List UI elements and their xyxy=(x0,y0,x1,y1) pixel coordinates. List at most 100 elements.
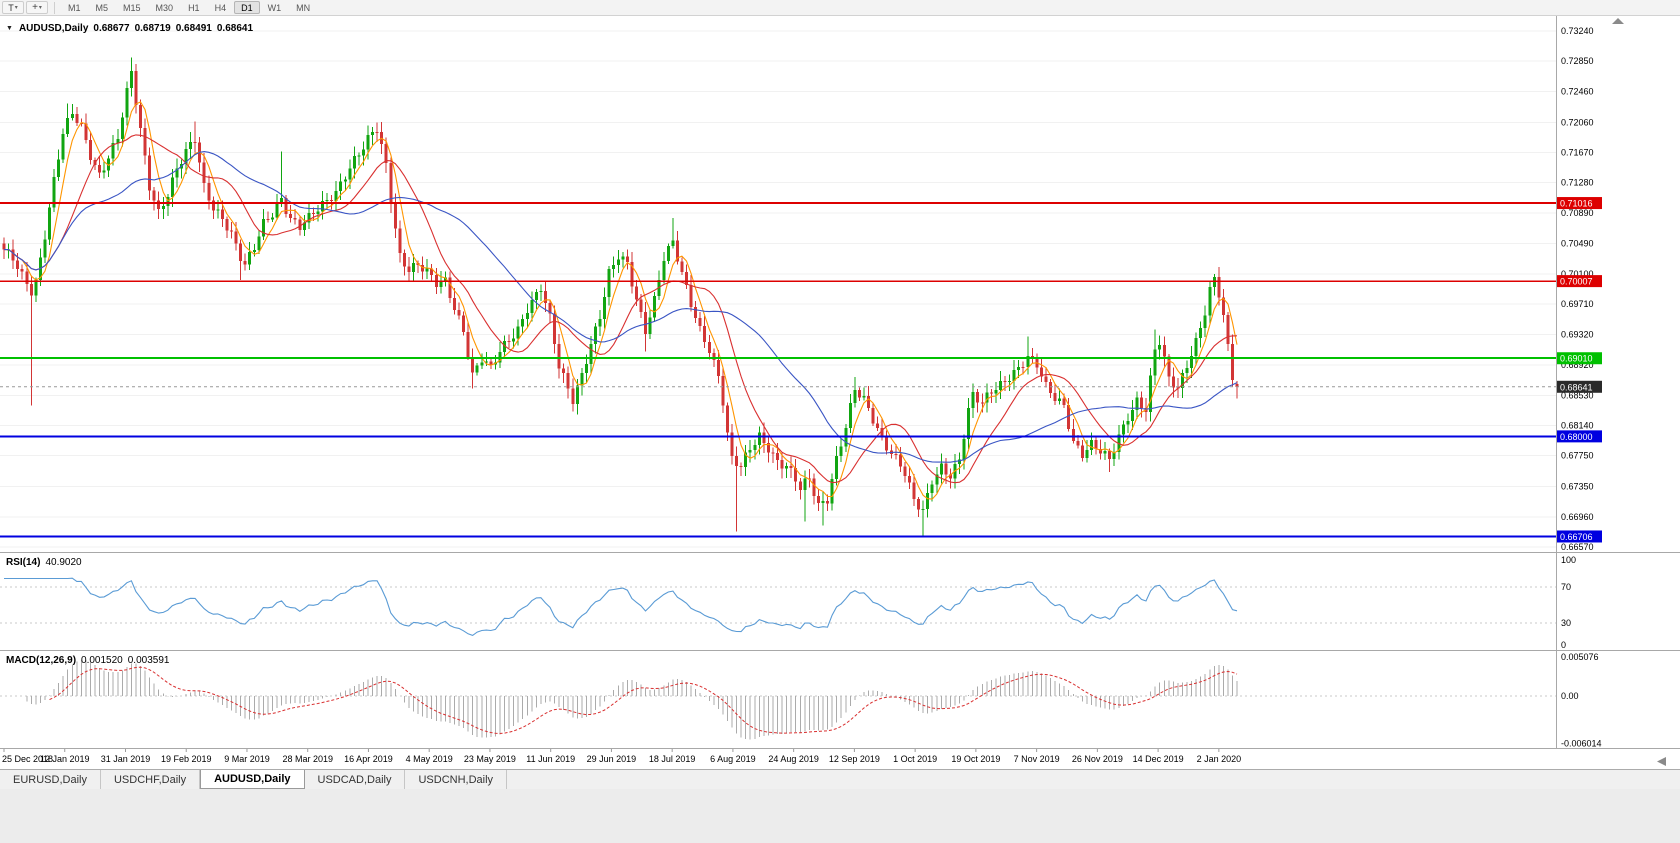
svg-text:24 Aug 2019: 24 Aug 2019 xyxy=(768,754,819,764)
svg-text:9 Mar 2019: 9 Mar 2019 xyxy=(224,754,270,764)
chart-area: 0.73240 0.72850 0.72460 0.72060 0.71670 0.712… xyxy=(0,16,1680,769)
svg-text:11 Jun 2019: 11 Jun 2019 xyxy=(526,754,575,764)
svg-text:0.68530: 0.68530 xyxy=(1561,390,1594,400)
svg-text:4 May 2019: 4 May 2019 xyxy=(406,754,453,764)
level-price-badge: 0.68000 xyxy=(1556,430,1602,443)
timeframe-h1-button[interactable]: H1 xyxy=(188,2,200,13)
svg-text:0.68000: 0.68000 xyxy=(1560,432,1593,442)
chart-background xyxy=(0,16,1680,769)
ohlc-high: 0.68719 xyxy=(134,23,171,34)
timeframe-w1-button[interactable]: W1 xyxy=(267,2,282,13)
svg-text:0.005076: 0.005076 xyxy=(1561,652,1599,662)
svg-text:16 Apr 2019: 16 Apr 2019 xyxy=(344,754,393,764)
macd-signal-line xyxy=(49,666,1238,735)
collapse-chart-icon[interactable]: ▼ xyxy=(6,25,13,32)
svg-text:70: 70 xyxy=(1561,582,1571,592)
svg-text:0.66570: 0.66570 xyxy=(1561,542,1594,552)
svg-text:14 Dec 2019: 14 Dec 2019 xyxy=(1133,754,1184,764)
rsi-axis: 100 70 30 0 xyxy=(1561,555,1576,650)
svg-text:23 May 2019: 23 May 2019 xyxy=(464,754,516,764)
svg-text:25 Dec 2018: 25 Dec 2018 xyxy=(2,754,53,764)
horizontal-level-lines xyxy=(0,202,1556,538)
tab-eurusd-daily[interactable]: EURUSD,Daily xyxy=(0,770,101,789)
level-price-badge: 0.69010 xyxy=(1556,352,1602,365)
svg-text:19 Oct 2019: 19 Oct 2019 xyxy=(951,754,1000,764)
ma-mid-red-line xyxy=(3,134,1238,484)
svg-text:0.69320: 0.69320 xyxy=(1561,329,1594,339)
crosshair-tool-button[interactable]: + ▾ xyxy=(26,1,48,14)
svg-text:0.72850: 0.72850 xyxy=(1561,56,1594,66)
svg-text:0.66960: 0.66960 xyxy=(1561,512,1594,522)
svg-text:12 Jan 2019: 12 Jan 2019 xyxy=(40,754,90,764)
svg-text:0.73240: 0.73240 xyxy=(1561,26,1594,36)
panel-dividers xyxy=(0,16,1680,749)
svg-text:12 Sep 2019: 12 Sep 2019 xyxy=(829,754,880,764)
ma-slow-blue-line xyxy=(3,151,1238,463)
svg-text:6 Aug 2019: 6 Aug 2019 xyxy=(710,754,756,764)
chart-symbol-period: AUDUSD,Daily xyxy=(18,23,89,34)
ma-fast-orange-line xyxy=(3,101,1238,500)
rsi-guide-lines xyxy=(0,586,1556,624)
tab-usdchf-daily[interactable]: USDCHF,Daily xyxy=(101,770,201,789)
svg-text:0.69010: 0.69010 xyxy=(1560,354,1593,364)
svg-text:29 Jun 2019: 29 Jun 2019 xyxy=(587,754,637,764)
price-chart[interactable]: 0.73240 0.72850 0.72460 0.72060 0.71670 0.712… xyxy=(0,16,1680,769)
svg-text:0.71016: 0.71016 xyxy=(1560,199,1593,209)
svg-text:31 Jan 2019: 31 Jan 2019 xyxy=(101,754,151,764)
svg-text:0.68641: 0.68641 xyxy=(1560,382,1593,392)
svg-text:0.71670: 0.71670 xyxy=(1561,147,1594,157)
tab-usdcad-daily[interactable]: USDCAD,Daily xyxy=(305,770,406,789)
window-tab-bar: EURUSD,Daily USDCHF,Daily AUDUSD,Daily USDC… xyxy=(0,769,1680,789)
toolbar-separator xyxy=(54,1,55,14)
timeframe-h4-button[interactable]: H4 xyxy=(214,2,227,13)
toolbar: T ▾ + ▾ M1 M5 M15 M30 H1 H4 D1 W1 MN xyxy=(0,0,1680,16)
svg-text:0: 0 xyxy=(1561,640,1566,650)
macd-signal-value: 0.003591 xyxy=(127,655,170,666)
ohlc-low: 0.68491 xyxy=(175,23,212,34)
svg-text:28 Mar 2019: 28 Mar 2019 xyxy=(282,754,333,764)
chart-header: ▼ AUDUSD,Daily 0.68677 0.68719 0.68491 0… xyxy=(6,23,253,34)
text-tool-label: T xyxy=(8,2,14,13)
tab-audusd-daily[interactable]: AUDUSD,Daily xyxy=(200,770,305,789)
svg-text:0.70007: 0.70007 xyxy=(1560,277,1593,287)
svg-text:0.70100: 0.70100 xyxy=(1561,269,1594,279)
ohlc-close: 0.68641 xyxy=(216,23,254,34)
rsi-indicator-label: RSI(14) 40.9020 xyxy=(6,557,82,568)
ohlc-open: 0.68677 xyxy=(93,23,130,34)
level-price-badge: 0.70007 xyxy=(1556,275,1602,288)
text-tool-button[interactable]: T ▾ xyxy=(2,1,24,14)
timeframe-m1-button[interactable]: M1 xyxy=(68,2,81,13)
svg-text:0.69710: 0.69710 xyxy=(1561,299,1594,309)
svg-text:0.70890: 0.70890 xyxy=(1561,208,1594,218)
svg-text:0.68920: 0.68920 xyxy=(1561,360,1594,370)
svg-text:0.72060: 0.72060 xyxy=(1561,117,1594,127)
svg-text:19 Feb 2019: 19 Feb 2019 xyxy=(161,754,212,764)
timeframe-m30-button[interactable]: M30 xyxy=(155,2,174,13)
svg-text:-0.006014: -0.006014 xyxy=(1561,739,1602,749)
rsi-name: RSI(14) xyxy=(6,557,41,568)
candlestick-series xyxy=(2,57,1239,537)
current-price-badge: 0.68641 xyxy=(1556,380,1602,393)
scroll-up-icon[interactable] xyxy=(1612,18,1624,24)
timeframe-m15-button[interactable]: M15 xyxy=(123,2,141,13)
svg-text:0.66706: 0.66706 xyxy=(1560,532,1593,542)
timeframe-d1-button[interactable]: D1 xyxy=(234,1,260,14)
price-axis: 0.73240 0.72850 0.72460 0.72060 0.71670 0.712… xyxy=(1561,26,1594,552)
rsi-value: 40.9020 xyxy=(45,557,82,568)
timeframe-mn-button[interactable]: MN xyxy=(296,2,311,13)
svg-text:100: 100 xyxy=(1561,555,1576,565)
svg-text:30: 30 xyxy=(1561,618,1571,628)
macd-main-value: 0.001520 xyxy=(81,655,123,666)
tab-usdcnh-daily[interactable]: USDCNH,Daily xyxy=(405,770,508,789)
level-price-badge: 0.66706 xyxy=(1556,530,1602,543)
rsi-line xyxy=(4,577,1238,637)
timeframe-group: M1 M5 M15 M30 H1 H4 D1 W1 MN xyxy=(61,1,317,14)
timeframe-m5-button[interactable]: M5 xyxy=(95,2,109,13)
svg-text:0.67750: 0.67750 xyxy=(1561,451,1594,461)
scroll-left-icon[interactable] xyxy=(1657,757,1666,766)
svg-text:7 Nov 2019: 7 Nov 2019 xyxy=(1014,754,1060,764)
svg-text:0.70490: 0.70490 xyxy=(1561,239,1594,249)
svg-text:0.00: 0.00 xyxy=(1561,691,1579,701)
svg-text:2 Jan 2020: 2 Jan 2020 xyxy=(1197,754,1242,764)
